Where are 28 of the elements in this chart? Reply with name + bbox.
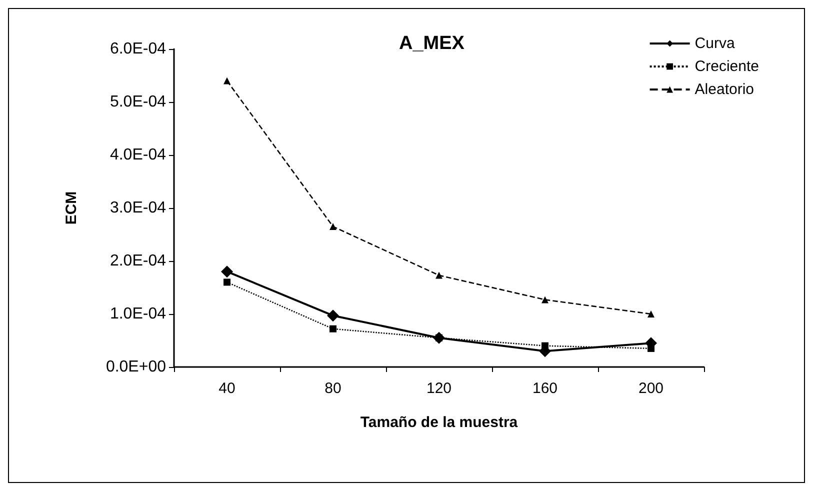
point (436, 272, 442, 279)
point (542, 296, 548, 304)
y-tick-label: 6.0E-04 (110, 40, 166, 58)
x-tick-label: 80 (324, 380, 342, 397)
y-tick-label: 0.0E+00 (106, 358, 166, 376)
point (433, 332, 445, 344)
y-tick-label: 1.0E-04 (110, 306, 166, 322)
point (327, 310, 339, 322)
y-axis-title: ECM (63, 191, 80, 225)
x-tick-label: 200 (638, 380, 664, 397)
chart-title: A_MEX (399, 33, 465, 54)
legend-label: Creciente (694, 58, 760, 75)
point (224, 77, 230, 84)
y-tick-label: 5.0E-04 (110, 94, 166, 110)
x-tick-label: 40 (218, 380, 236, 397)
legend-label: Aleatorio (694, 81, 754, 98)
y-tick-label: 2.0E-04 (110, 252, 166, 270)
y-tick-label: 4.0E-04 (110, 146, 166, 164)
x-tick-label: 160 (532, 380, 558, 397)
point (330, 325, 336, 332)
x-tick-label: 120 (426, 380, 452, 397)
x-axis-title: Tamaño de la muestra (360, 414, 518, 431)
point (224, 278, 230, 286)
point (221, 266, 233, 278)
y-tick-label: 3.0E-04 (110, 200, 166, 216)
legend-label: Curva (694, 35, 736, 52)
point (648, 310, 654, 318)
point (330, 223, 336, 230)
